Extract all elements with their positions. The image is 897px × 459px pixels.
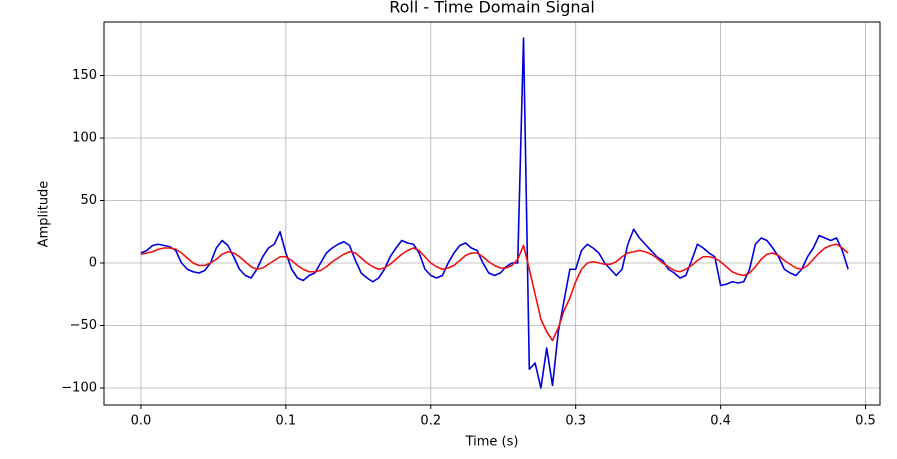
x-tick-label: 0.5 [855,414,876,429]
plot-frame [103,21,881,406]
x-axis-label: Time (s) [465,435,519,450]
data-line [140,243,849,342]
y-tick-label: 0 [89,256,97,271]
x-tick-label: 0.2 [420,414,441,429]
x-tick-label: 0.4 [710,414,731,429]
y-tick-label: −100 [61,381,97,396]
y-tick-label: −50 [70,318,97,333]
x-tick-label: 0.3 [565,414,586,429]
y-tick-label: 100 [72,131,97,146]
x-tick-label: 0.0 [131,414,152,429]
y-tick-label: 50 [80,193,97,208]
x-tick-label: 0.1 [276,414,297,429]
data-line [140,37,849,389]
y-tick-label: 150 [72,68,97,83]
y-axis-label: Amplitude [37,181,52,248]
chart-title: Roll - Time Domain Signal [389,0,595,17]
